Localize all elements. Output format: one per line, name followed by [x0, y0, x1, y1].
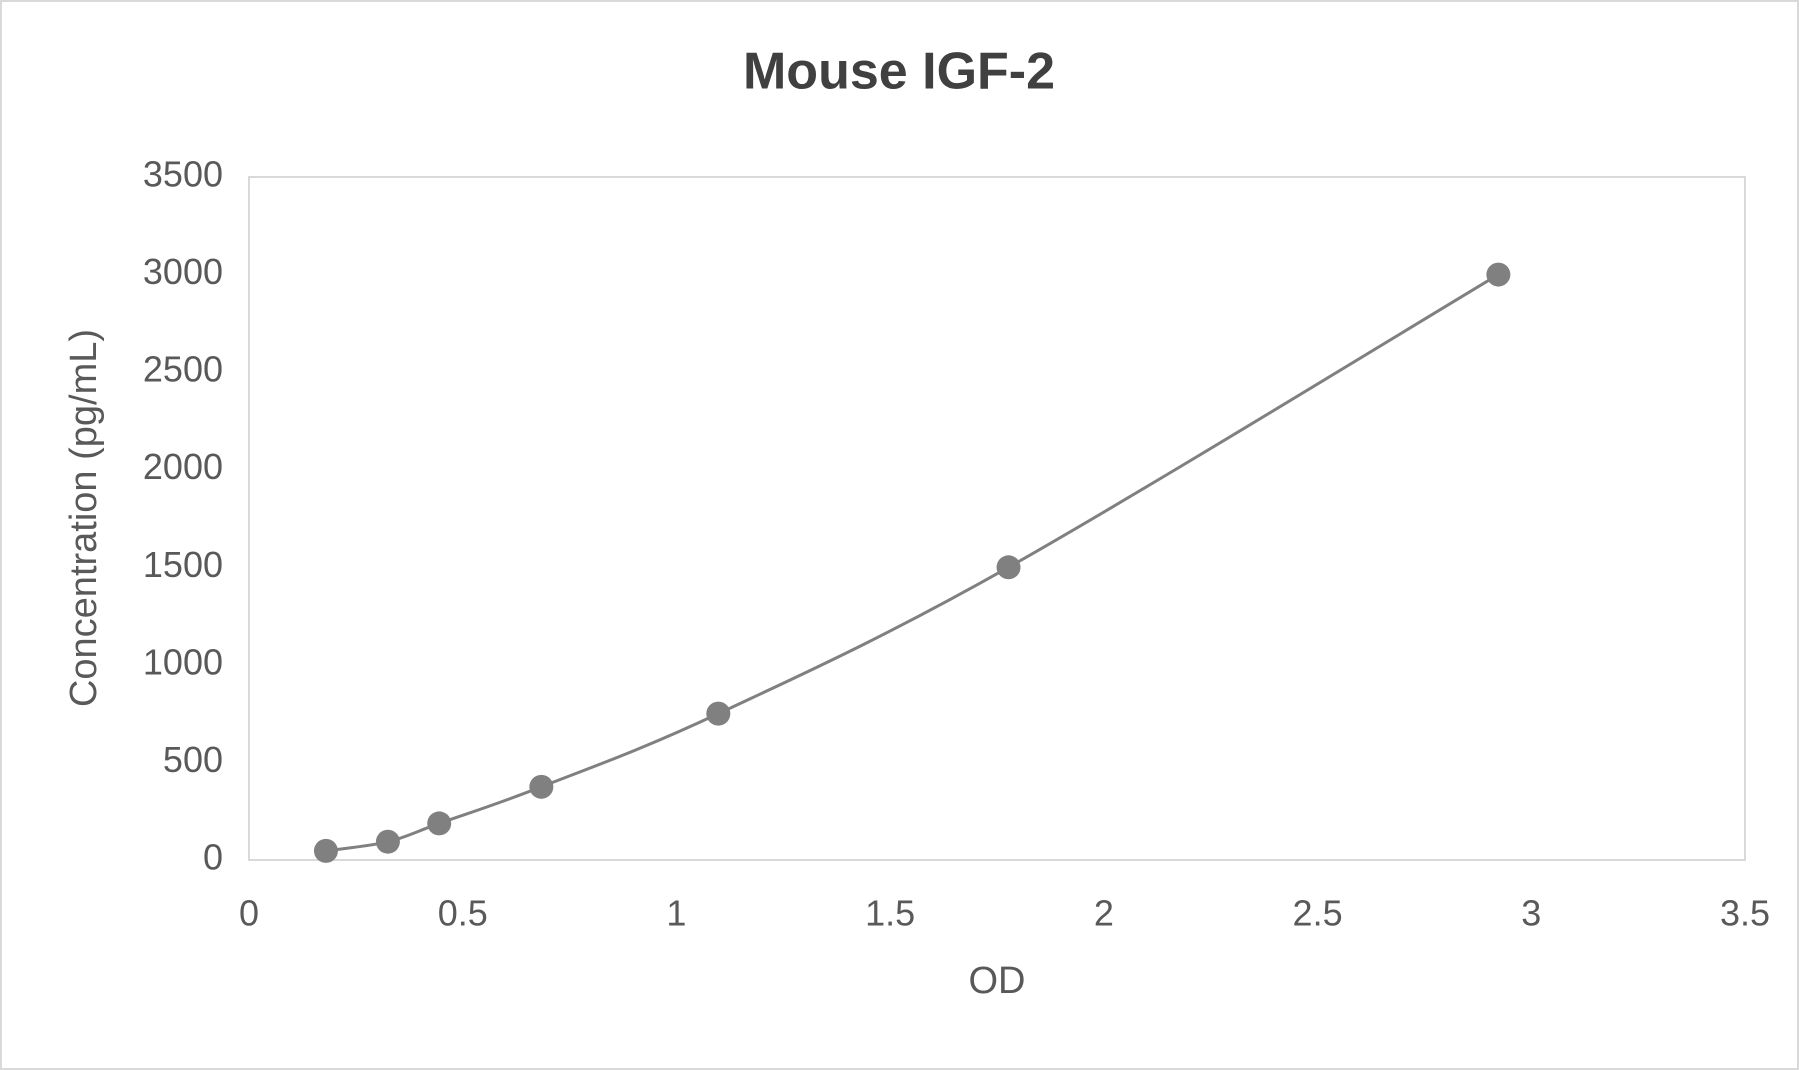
chart-title: Mouse IGF-2 [743, 43, 1055, 101]
x-tick-label: 3.5 [1720, 893, 1770, 934]
data-point [706, 701, 731, 726]
y-tick-label: 3000 [143, 251, 223, 292]
y-tick-label: 2000 [143, 446, 223, 487]
y-tick-label: 500 [163, 739, 223, 780]
x-tick-label: 3 [1521, 893, 1541, 934]
data-point [1486, 262, 1511, 287]
plot-border [248, 176, 1746, 861]
y-tick-label: 1500 [143, 544, 223, 585]
data-point [996, 555, 1021, 580]
x-tick-label: 0.5 [438, 893, 488, 934]
data-point [529, 774, 554, 799]
y-tick-label: 1000 [143, 641, 223, 682]
x-tick-label: 1 [666, 893, 686, 934]
y-tick-label: 3500 [143, 154, 223, 195]
data-point [427, 811, 452, 836]
y-axis-title: Concentration (pg/mL) [63, 329, 105, 707]
data-point [375, 829, 400, 854]
y-tick-label: 2500 [143, 349, 223, 390]
y-tick-label: 0 [203, 837, 223, 878]
x-tick-label: 2.5 [1293, 893, 1343, 934]
data-point [313, 838, 338, 863]
x-tick-label: 0 [239, 893, 259, 934]
x-axis-title: OD [969, 960, 1026, 1002]
x-tick-label: 2 [1094, 893, 1114, 934]
x-tick-label: 1.5 [865, 893, 915, 934]
